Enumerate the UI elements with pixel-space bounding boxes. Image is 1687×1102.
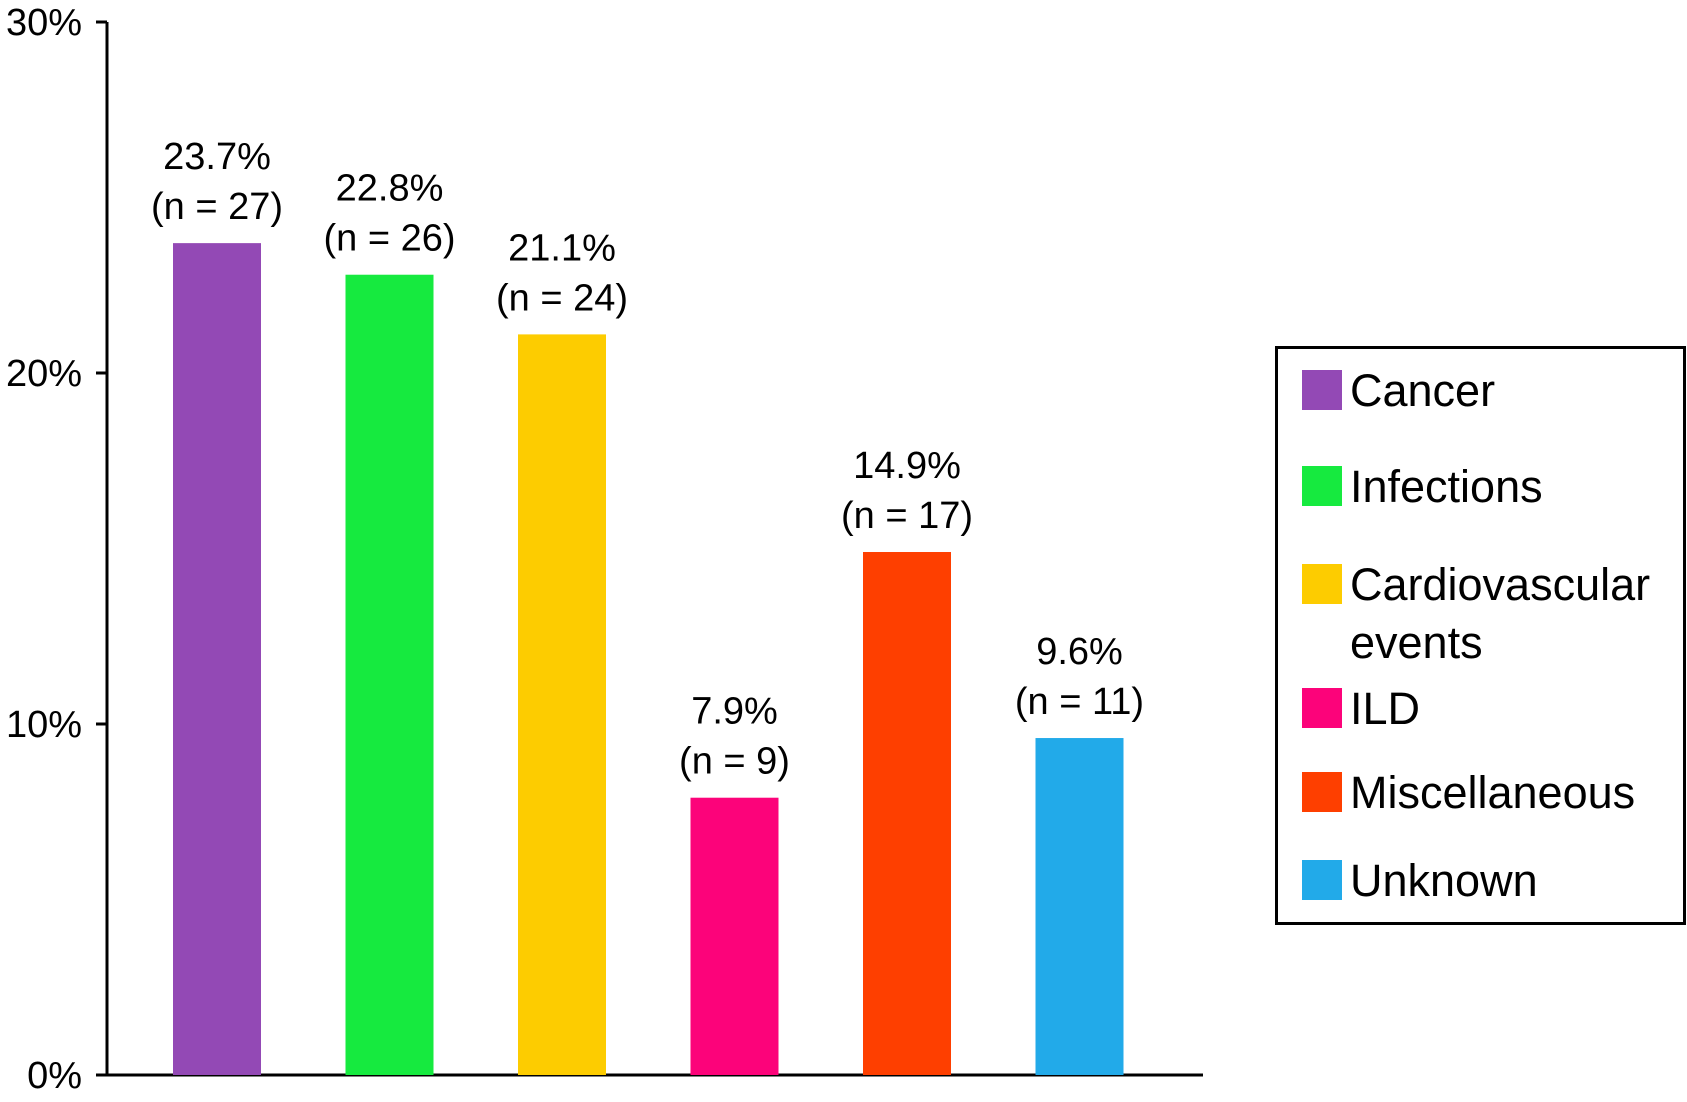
legend-swatch xyxy=(1302,466,1342,506)
data-label-percent: 14.9% xyxy=(853,445,961,487)
y-tick-label: 10% xyxy=(6,704,82,746)
data-label-percent: 23.7% xyxy=(163,136,271,178)
data-label-count: (n = 11) xyxy=(1015,681,1144,723)
data-label-percent: 9.6% xyxy=(1036,631,1123,673)
legend-swatch xyxy=(1302,688,1342,728)
bar-unknown xyxy=(1035,738,1124,1075)
axes: 0% 10% 20% 30% xyxy=(6,2,1203,1097)
legend: Cancer Infections Cardiovascular events ILD M… xyxy=(1275,346,1686,925)
legend-swatch xyxy=(1302,772,1342,812)
data-label-percent: 22.8% xyxy=(336,168,444,210)
legend-label: Cancer xyxy=(1350,365,1495,416)
bar-cardiovascular-events xyxy=(518,334,606,1075)
bars xyxy=(173,243,1124,1076)
y-tick-label: 20% xyxy=(6,353,82,395)
legend-label: Unknown xyxy=(1350,855,1538,906)
data-label-count: (n = 27) xyxy=(151,186,283,228)
legend-swatch xyxy=(1302,370,1342,410)
data-label-count: (n = 26) xyxy=(323,218,455,260)
legend-label: Infections xyxy=(1350,461,1543,512)
legend-label: ILD xyxy=(1350,683,1420,734)
legend-swatch xyxy=(1302,860,1342,900)
data-label-count: (n = 24) xyxy=(496,277,628,319)
data-label-percent: 7.9% xyxy=(691,691,778,733)
legend-label: Miscellaneous xyxy=(1350,767,1635,818)
y-tick-label: 30% xyxy=(6,2,82,44)
data-label-count: (n = 17) xyxy=(841,495,973,537)
legend-label: events xyxy=(1350,617,1483,668)
bar-ild xyxy=(690,797,779,1075)
legend-box xyxy=(1275,346,1686,925)
data-label-percent: 21.1% xyxy=(508,227,616,269)
bar-cancer xyxy=(173,243,261,1075)
data-label-count: (n = 9) xyxy=(679,741,790,783)
legend-label: Cardiovascular xyxy=(1350,559,1650,610)
legend-swatch xyxy=(1302,564,1342,604)
y-tick-label: 0% xyxy=(27,1055,82,1097)
bar-miscellaneous xyxy=(863,552,951,1075)
bar-infections xyxy=(345,274,434,1076)
data-labels: 23.7% (n = 27) 22.8% (n = 26) 21.1% (n = 24) 7… xyxy=(151,136,1144,783)
